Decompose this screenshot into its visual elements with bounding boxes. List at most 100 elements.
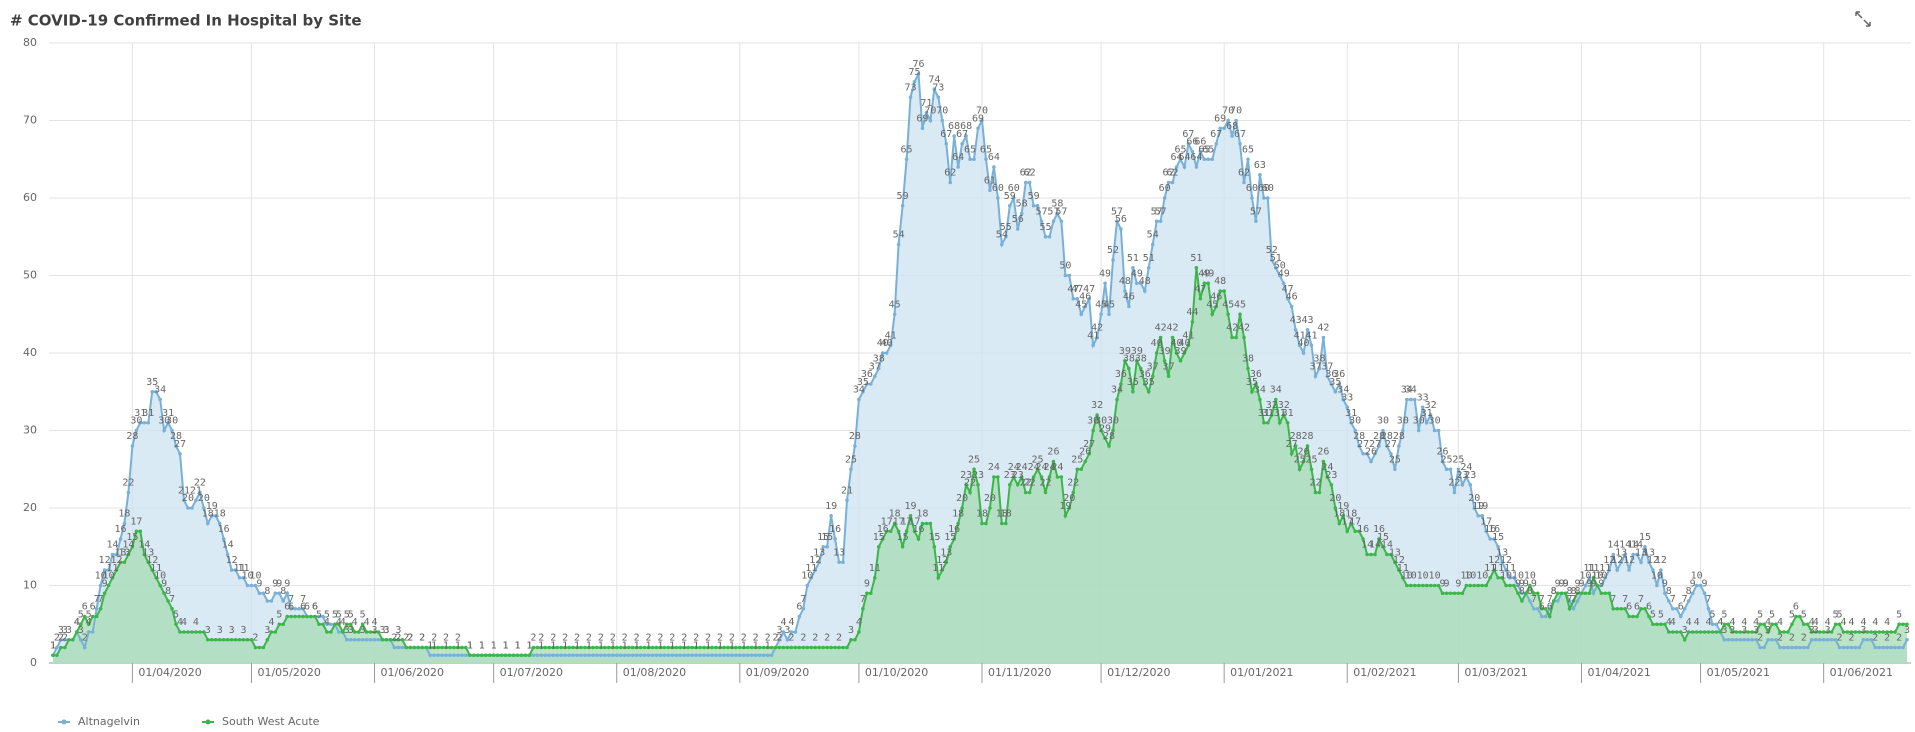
point [1651, 622, 1655, 627]
point [162, 428, 166, 433]
point [658, 645, 663, 650]
point [1794, 614, 1798, 619]
x-tick-label: 01/01/2021 [1230, 666, 1293, 679]
data-label: 2 [634, 633, 640, 644]
point [1520, 591, 1524, 596]
data-label: 9 [1523, 578, 1529, 589]
point [98, 583, 103, 588]
point [428, 645, 432, 650]
point [190, 506, 194, 510]
data-label: 15 [1639, 532, 1651, 543]
point [1853, 645, 1858, 650]
point [650, 653, 655, 658]
data-label: 4 [1848, 617, 1854, 628]
point [662, 653, 667, 658]
point [682, 653, 687, 658]
data-label: 65 [1174, 144, 1186, 155]
data-label: 9 [1586, 578, 1592, 589]
point [745, 645, 750, 650]
data-label: 1 [729, 640, 735, 651]
point [1615, 568, 1620, 572]
point [626, 645, 631, 650]
x-tick-label: 01/04/2021 [1587, 666, 1650, 679]
data-label: 14 [1631, 540, 1643, 551]
data-label: 45 [1095, 299, 1107, 310]
point [857, 397, 861, 402]
point [229, 568, 234, 572]
point [1805, 622, 1810, 627]
point [1099, 312, 1103, 317]
point [1655, 622, 1659, 627]
data-label: 42 [1226, 323, 1238, 334]
data-label: 20 [198, 493, 210, 504]
point [249, 637, 254, 642]
point [1547, 614, 1552, 619]
point [134, 428, 139, 433]
data-label: 51 [1190, 253, 1202, 264]
point [634, 653, 639, 658]
expand-icon[interactable] [1855, 11, 1871, 27]
data-label: 8 [1571, 586, 1577, 597]
point [293, 614, 297, 619]
point [741, 653, 746, 658]
point [535, 653, 540, 658]
point [1111, 258, 1115, 262]
data-label: 17 [901, 516, 913, 527]
point [257, 645, 262, 650]
data-label: 4 [336, 617, 342, 628]
point [1377, 444, 1381, 448]
data-label: 4 [352, 617, 358, 628]
point [714, 653, 718, 658]
data-label: 12 [226, 555, 238, 566]
data-label: 30 [1377, 416, 1389, 427]
data-label: 47 [1083, 284, 1095, 295]
point [206, 521, 210, 526]
point [1309, 467, 1314, 472]
point [464, 645, 468, 650]
point [1516, 583, 1520, 588]
x-tick-label: 01/03/2021 [1464, 666, 1527, 679]
data-label: 6 [300, 602, 306, 613]
data-label: 45 [1234, 299, 1246, 310]
data-label: 5 [1789, 609, 1795, 620]
y-tick-label: 40 [23, 346, 37, 359]
data-label: 23 [972, 470, 984, 481]
point [531, 645, 536, 650]
data-label: 7 [94, 594, 100, 605]
point [289, 614, 293, 619]
data-label: 1 [562, 640, 568, 651]
data-label: 60 [1159, 183, 1171, 194]
data-label: 57 [1047, 206, 1059, 217]
point [944, 141, 949, 146]
point [1023, 180, 1028, 185]
data-label: 49 [1198, 268, 1210, 279]
point [1250, 196, 1254, 200]
point [321, 614, 325, 619]
point [249, 583, 254, 588]
data-label: 54 [996, 230, 1008, 241]
data-label: 3 [784, 625, 790, 636]
data-label: 1 [717, 640, 723, 651]
point [1393, 560, 1397, 565]
data-label: 2 [586, 633, 592, 644]
point [614, 653, 619, 658]
point [1595, 583, 1600, 588]
data-label: 3 [62, 625, 68, 636]
data-label: 6 [304, 602, 310, 613]
point [1063, 513, 1068, 518]
point [1226, 118, 1230, 123]
point [1619, 606, 1623, 611]
data-label: 12 [1611, 555, 1623, 566]
data-label: 28 [170, 431, 182, 442]
point [317, 614, 321, 619]
point [1698, 630, 1703, 634]
point [1138, 366, 1143, 371]
data-label: 5 [344, 609, 350, 620]
point [829, 513, 833, 518]
data-label: 2 [1801, 633, 1807, 644]
point [1555, 591, 1560, 596]
point [1162, 358, 1167, 363]
point [1103, 436, 1107, 441]
point [1301, 459, 1306, 464]
data-label: 6 [312, 602, 318, 613]
